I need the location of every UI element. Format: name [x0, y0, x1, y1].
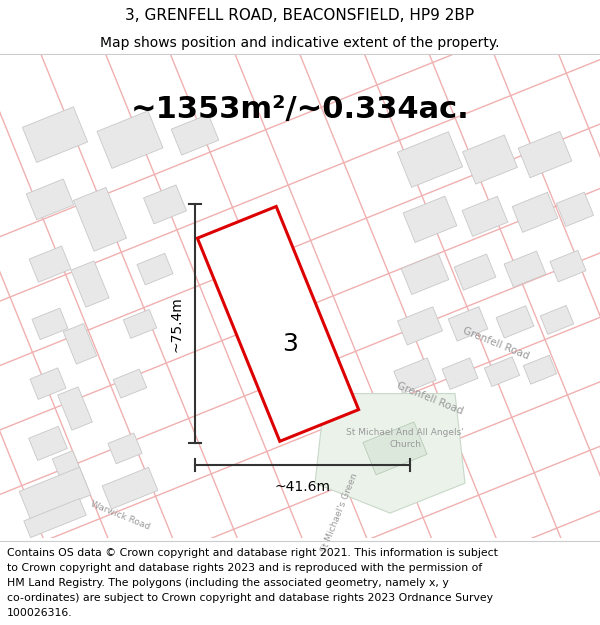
Polygon shape: [32, 308, 68, 339]
Text: Map shows position and indicative extent of the property.: Map shows position and indicative extent…: [100, 36, 500, 50]
Polygon shape: [463, 135, 517, 184]
Text: Grenfell Road: Grenfell Road: [461, 326, 530, 362]
Polygon shape: [462, 196, 508, 236]
Polygon shape: [19, 468, 91, 519]
Polygon shape: [512, 192, 558, 232]
Polygon shape: [398, 307, 442, 345]
Polygon shape: [523, 355, 557, 384]
Text: St Michael's Green: St Michael's Green: [320, 472, 360, 554]
Text: to Crown copyright and database rights 2023 and is reproduced with the permissio: to Crown copyright and database rights 2…: [7, 562, 482, 572]
Polygon shape: [22, 107, 88, 162]
Polygon shape: [108, 433, 142, 464]
Text: HM Land Registry. The polygons (including the associated geometry, namely x, y: HM Land Registry. The polygons (includin…: [7, 578, 449, 588]
Polygon shape: [550, 251, 586, 282]
Text: Grenfell Road: Grenfell Road: [395, 381, 464, 416]
Polygon shape: [448, 307, 488, 341]
Text: 3, GRENFELL ROAD, BEACONSFIELD, HP9 2BP: 3, GRENFELL ROAD, BEACONSFIELD, HP9 2BP: [125, 8, 475, 23]
Polygon shape: [30, 368, 66, 399]
Polygon shape: [540, 306, 574, 334]
Polygon shape: [143, 185, 187, 224]
Polygon shape: [102, 468, 158, 509]
Text: 3: 3: [282, 332, 298, 356]
Polygon shape: [24, 499, 86, 538]
Text: St Michael And All Angels'
Church: St Michael And All Angels' Church: [346, 428, 464, 449]
Polygon shape: [113, 369, 147, 398]
Text: co-ordinates) are subject to Crown copyright and database rights 2023 Ordnance S: co-ordinates) are subject to Crown copyr…: [7, 593, 493, 603]
Text: ~1353m²/~0.334ac.: ~1353m²/~0.334ac.: [131, 95, 469, 124]
Polygon shape: [394, 358, 436, 394]
Polygon shape: [484, 357, 520, 386]
Polygon shape: [97, 111, 163, 168]
Polygon shape: [71, 261, 109, 307]
Polygon shape: [518, 131, 572, 178]
Polygon shape: [52, 451, 88, 496]
Polygon shape: [171, 114, 219, 155]
Polygon shape: [197, 206, 359, 441]
Polygon shape: [397, 132, 463, 188]
Polygon shape: [123, 309, 157, 338]
Text: ~75.4m: ~75.4m: [170, 296, 184, 352]
Polygon shape: [454, 254, 496, 290]
Polygon shape: [401, 254, 449, 294]
Polygon shape: [63, 324, 97, 364]
Polygon shape: [496, 306, 534, 338]
Polygon shape: [73, 188, 127, 251]
Polygon shape: [26, 179, 74, 220]
Polygon shape: [58, 387, 92, 430]
Polygon shape: [363, 422, 427, 475]
Text: Contains OS data © Crown copyright and database right 2021. This information is : Contains OS data © Crown copyright and d…: [7, 548, 498, 558]
Polygon shape: [556, 192, 593, 226]
Text: Warwick Road: Warwick Road: [89, 499, 151, 531]
Polygon shape: [442, 358, 478, 389]
Polygon shape: [315, 394, 465, 513]
Polygon shape: [137, 253, 173, 285]
Text: ~41.6m: ~41.6m: [275, 480, 331, 494]
Polygon shape: [504, 251, 546, 287]
Polygon shape: [29, 246, 71, 282]
Polygon shape: [29, 426, 67, 461]
Text: 100026316.: 100026316.: [7, 609, 73, 619]
Polygon shape: [403, 196, 457, 242]
